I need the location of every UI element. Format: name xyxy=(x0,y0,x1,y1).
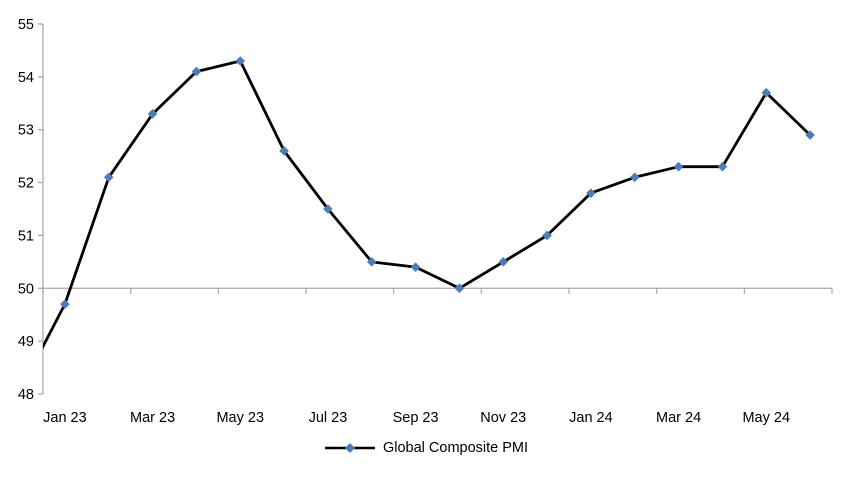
x-axis-label: May 24 xyxy=(742,410,790,426)
legend-marker-icon xyxy=(324,443,375,453)
y-axis-label: 50 xyxy=(18,281,34,297)
x-axis-label: Jan 24 xyxy=(569,410,613,426)
y-axis-label: 49 xyxy=(18,334,34,350)
data-point-marker xyxy=(366,257,377,267)
data-point-marker xyxy=(454,283,465,294)
data-point-marker xyxy=(147,109,158,119)
data-point-marker xyxy=(498,257,509,267)
x-axis-label: Jul 23 xyxy=(309,410,348,426)
data-point-marker xyxy=(673,161,684,172)
x-axis-label: May 23 xyxy=(216,410,264,426)
series-line xyxy=(43,59,812,350)
data-point-marker xyxy=(191,66,202,77)
chart-legend: Global Composite PMI xyxy=(0,440,852,456)
data-point-marker xyxy=(103,172,114,183)
y-axis-label: 48 xyxy=(18,387,34,403)
x-axis-label: Jan 23 xyxy=(43,410,87,426)
data-point-marker xyxy=(542,230,552,241)
y-axis-label: 53 xyxy=(18,123,34,139)
data-point-marker xyxy=(60,299,70,309)
data-point-marker xyxy=(279,146,289,156)
data-point-marker xyxy=(323,204,333,214)
data-point-marker xyxy=(586,188,596,198)
data-point-marker xyxy=(805,130,815,140)
data-point-marker xyxy=(761,87,772,98)
x-axis-label: Sep 23 xyxy=(393,410,439,426)
x-axis-label: Mar 24 xyxy=(656,410,701,426)
y-axis-label: 51 xyxy=(18,228,34,244)
y-axis-label: 52 xyxy=(18,176,34,192)
x-axis-label: Mar 23 xyxy=(130,410,175,426)
data-point-marker xyxy=(629,172,640,183)
series-group xyxy=(43,56,815,350)
x-axis-label: Nov 23 xyxy=(480,410,526,426)
data-point-marker xyxy=(410,262,421,272)
y-axis-label: 54 xyxy=(18,70,34,86)
data-point-marker xyxy=(717,161,728,172)
y-axis-label: 55 xyxy=(18,17,34,33)
legend-label: Global Composite PMI xyxy=(382,440,529,456)
data-point-marker xyxy=(235,56,246,66)
